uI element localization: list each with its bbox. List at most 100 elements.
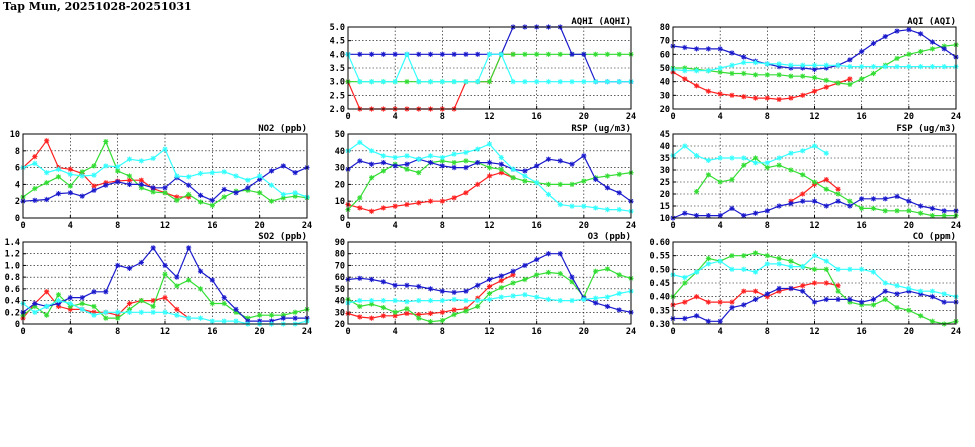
data-point (870, 296, 877, 302)
data-point (811, 198, 818, 204)
data-point (918, 31, 924, 37)
series-cyan (345, 139, 634, 214)
data-point (941, 208, 947, 214)
data-point (847, 64, 853, 70)
y-tick-label: 45 (660, 130, 670, 140)
data-point (545, 269, 552, 276)
data-point (427, 153, 434, 159)
x-tick-label: 0 (20, 327, 25, 337)
chart-title: AQI (AQI) (907, 17, 956, 27)
data-point (682, 76, 688, 82)
data-point (557, 297, 563, 304)
data-point (616, 51, 622, 57)
data-point (451, 312, 457, 318)
x-tick-label: 8 (440, 327, 445, 337)
data-point (498, 166, 504, 172)
data-point (764, 95, 770, 101)
data-point (91, 303, 97, 310)
data-point (174, 274, 180, 280)
data-point (162, 185, 168, 191)
x-tick-label: 12 (160, 221, 170, 231)
data-point (929, 294, 936, 300)
data-point (894, 64, 900, 70)
series-cyan (670, 253, 959, 300)
data-point (392, 282, 398, 288)
data-point (357, 275, 363, 281)
data-point (392, 154, 398, 161)
data-point (79, 173, 85, 179)
data-point (91, 183, 97, 189)
y-tick-label: 0 (15, 214, 20, 224)
y-tick-label: 40 (335, 147, 345, 157)
data-point (557, 251, 563, 257)
data-point (776, 72, 782, 78)
data-point (392, 203, 398, 209)
data-point (929, 288, 936, 294)
data-point (741, 213, 747, 219)
data-point (404, 51, 410, 57)
data-point (811, 74, 818, 81)
data-point (929, 64, 936, 70)
data-point (752, 288, 759, 294)
data-point (557, 51, 563, 57)
y-tick-label: 15 (660, 202, 670, 212)
data-point (463, 190, 469, 196)
data-point (823, 258, 829, 264)
data-point (859, 76, 865, 82)
data-point (811, 266, 818, 272)
data-point (752, 59, 759, 66)
data-point (593, 295, 599, 301)
data-point (67, 306, 73, 312)
x-tick-label: 20 (904, 327, 914, 337)
data-point (764, 165, 770, 171)
x-tick-label: 20 (579, 221, 589, 231)
data-point (79, 306, 85, 312)
data-point (764, 253, 770, 259)
data-point (859, 299, 865, 305)
data-point (463, 297, 469, 304)
data-point (162, 309, 168, 315)
data-point (451, 159, 457, 166)
data-point (764, 261, 770, 267)
data-point (221, 295, 227, 301)
data-point (44, 138, 50, 144)
data-point (593, 79, 599, 85)
x-tick-label: 8 (440, 112, 445, 122)
data-point (91, 172, 97, 178)
x-tick-label: 24 (626, 327, 636, 337)
y-tick-label: 40 (660, 78, 670, 88)
y-tick-label: 0.8 (5, 273, 20, 283)
data-point (174, 197, 180, 203)
data-point (522, 79, 528, 85)
data-point (859, 49, 865, 55)
data-point (150, 303, 156, 310)
data-point (811, 88, 818, 94)
x-tick-label: 12 (809, 327, 819, 337)
data-point (404, 282, 410, 288)
data-point (604, 185, 611, 191)
x-tick-label: 8 (765, 221, 770, 231)
data-point (870, 205, 877, 211)
data-point (103, 309, 109, 315)
data-point (32, 186, 38, 192)
data-point (788, 167, 794, 173)
data-point (392, 297, 398, 304)
data-point (357, 297, 363, 304)
data-point (882, 296, 888, 302)
data-point (811, 143, 818, 149)
data-point (835, 296, 841, 302)
data-point (209, 202, 215, 208)
data-point (91, 312, 97, 318)
data-point (800, 148, 806, 154)
x-tick-label: 8 (765, 112, 770, 122)
data-point (788, 65, 794, 71)
data-point (545, 296, 552, 302)
data-point (280, 163, 286, 169)
data-point (404, 299, 410, 305)
data-point (705, 213, 711, 219)
data-point (847, 76, 853, 82)
data-point (534, 272, 540, 278)
data-point (186, 182, 192, 188)
data-point (941, 213, 947, 219)
